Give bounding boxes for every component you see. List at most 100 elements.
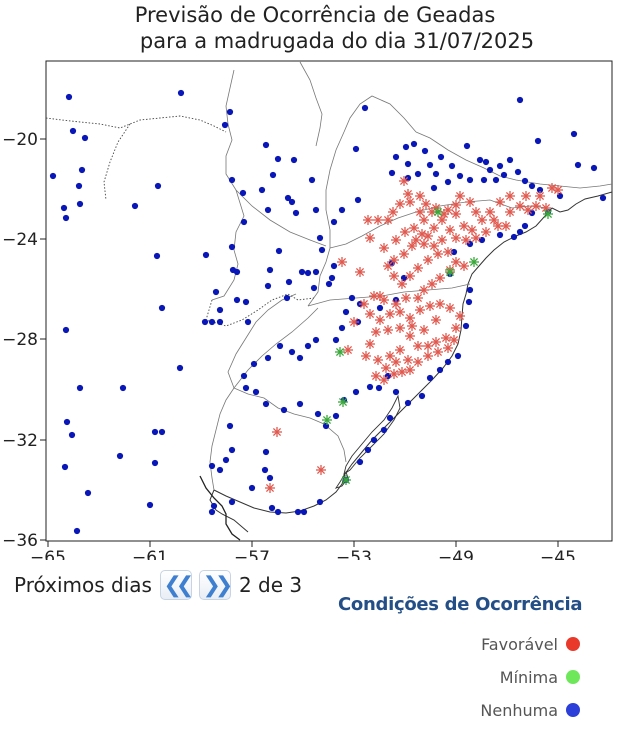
- station-marker-nenhuma: [176, 364, 184, 372]
- y-tick-label: −36: [2, 531, 38, 551]
- frost-marker-favoravel: [476, 214, 488, 226]
- frost-marker-favoravel: [530, 200, 542, 212]
- station-marker-nenhuma: [352, 388, 360, 396]
- station-marker-nenhuma: [316, 498, 324, 506]
- frost-marker-favoravel: [404, 196, 416, 208]
- station-marker-nenhuma: [421, 147, 429, 155]
- station-marker-nenhuma: [264, 354, 272, 362]
- station-marker-nenhuma: [208, 508, 216, 516]
- frost-marker-favoravel: [388, 270, 400, 282]
- station-marker-nenhuma: [151, 428, 159, 436]
- station-marker-nenhuma: [228, 176, 236, 184]
- station-marker-nenhuma: [290, 156, 298, 164]
- station-marker-nenhuma: [242, 384, 250, 392]
- frost-marker-favoravel: [424, 300, 436, 312]
- frost-marker-favoravel: [402, 354, 414, 366]
- station-marker-nenhuma: [570, 130, 578, 138]
- frost-marker-minima: [542, 208, 554, 220]
- x-tick-label: −53: [336, 548, 372, 560]
- station-marker-nenhuma: [210, 502, 218, 510]
- frost-marker-minima: [444, 266, 456, 278]
- station-marker-nenhuma: [258, 186, 266, 194]
- frost-marker-favoravel: [387, 206, 399, 218]
- frost-marker-minima: [468, 256, 480, 268]
- station-marker-nenhuma: [352, 145, 360, 153]
- station-marker-nenhuma: [410, 140, 418, 148]
- station-marker-nenhuma: [226, 108, 234, 116]
- frost-marker-favoravel: [400, 292, 412, 304]
- frost-marker-favoravel: [406, 320, 418, 332]
- frost-marker-favoravel: [370, 326, 382, 338]
- frost-marker-favoravel: [520, 190, 532, 202]
- station-marker-nenhuma: [476, 156, 484, 164]
- x-tick-label: −45: [540, 548, 576, 560]
- station-marker-nenhuma: [261, 466, 269, 474]
- legend-label: Nenhuma: [480, 700, 558, 720]
- legend-item-nenhuma: Nenhuma: [440, 699, 580, 721]
- station-marker-nenhuma: [528, 182, 536, 190]
- frost-marker-favoravel: [408, 222, 420, 234]
- frost-marker-favoravel: [402, 188, 414, 200]
- station-marker-nenhuma: [404, 160, 412, 168]
- station-marker-nenhuma: [151, 459, 159, 467]
- frost-marker-favoravel: [500, 220, 512, 232]
- station-marker-nenhuma: [338, 206, 346, 214]
- station-marker-nenhuma: [342, 308, 350, 316]
- frost-marker-favoravel: [494, 196, 506, 208]
- station-marker-nenhuma: [216, 466, 224, 474]
- station-marker-nenhuma: [356, 458, 364, 466]
- frost-marker-favoravel: [382, 214, 394, 226]
- station-marker-nenhuma: [454, 352, 462, 360]
- frost-marker-favoravel: [412, 262, 424, 274]
- legend-title: Condições de Ocorrência: [338, 594, 583, 615]
- station-marker-nenhuma: [248, 484, 256, 492]
- map-title-line1: Previsão de Ocorrência de Geadas: [134, 3, 496, 27]
- station-marker-nenhuma: [264, 282, 272, 290]
- frost-marker-favoravel: [364, 338, 376, 350]
- frost-marker-favoravel: [394, 344, 406, 356]
- station-marker-nenhuma: [456, 172, 464, 180]
- frost-marker-favoravel: [504, 190, 516, 202]
- frost-marker-favoravel: [434, 272, 446, 284]
- legend-dot: [566, 637, 580, 651]
- station-marker-nenhuma: [375, 384, 383, 392]
- frost-marker-favoravel: [432, 346, 444, 358]
- frost-marker-favoravel: [458, 260, 470, 272]
- station-marker-nenhuma: [68, 431, 76, 439]
- station-marker-nenhuma: [312, 268, 320, 276]
- station-marker-nenhuma: [280, 406, 288, 414]
- station-marker-nenhuma: [158, 428, 166, 436]
- station-marker-nenhuma: [404, 399, 412, 407]
- station-marker-nenhuma: [521, 177, 529, 185]
- station-marker-nenhuma: [388, 169, 396, 177]
- station-marker-nenhuma: [314, 410, 322, 418]
- frost-marker-favoravel: [420, 198, 432, 210]
- station-marker-nenhuma: [516, 96, 524, 104]
- frost-marker-favoravel: [271, 426, 283, 438]
- frost-marker-favoravel: [442, 246, 454, 258]
- next-day-button[interactable]: ❯❯: [198, 570, 233, 600]
- station-marker-nenhuma: [516, 228, 524, 236]
- stations-nenhuma: [49, 89, 607, 535]
- frost-marker-minima: [340, 474, 352, 486]
- station-marker-nenhuma: [380, 426, 388, 434]
- frost-marker-favoravel: [348, 316, 360, 328]
- frost-marker-favoravel: [414, 190, 426, 202]
- station-marker-nenhuma: [288, 198, 296, 206]
- page-indicator: 2 de 3: [238, 573, 303, 597]
- station-marker-nenhuma: [276, 342, 284, 350]
- station-marker-nenhuma: [328, 274, 336, 282]
- station-marker-nenhuma: [599, 194, 607, 202]
- frost-marker-favoravel: [412, 340, 424, 352]
- station-marker-nenhuma: [510, 233, 518, 241]
- legend-label: Mínima: [499, 667, 558, 687]
- station-marker-nenhuma: [221, 121, 229, 129]
- previous-day-button[interactable]: ❮❮: [159, 570, 194, 600]
- frost-marker-favoravel: [315, 464, 327, 476]
- station-marker-nenhuma: [250, 360, 258, 368]
- station-marker-nenhuma: [266, 474, 274, 482]
- station-marker-nenhuma: [414, 170, 422, 178]
- y-tick-label: −32: [2, 431, 38, 451]
- frost-marker-favoravel: [418, 324, 430, 336]
- station-marker-nenhuma: [402, 143, 410, 151]
